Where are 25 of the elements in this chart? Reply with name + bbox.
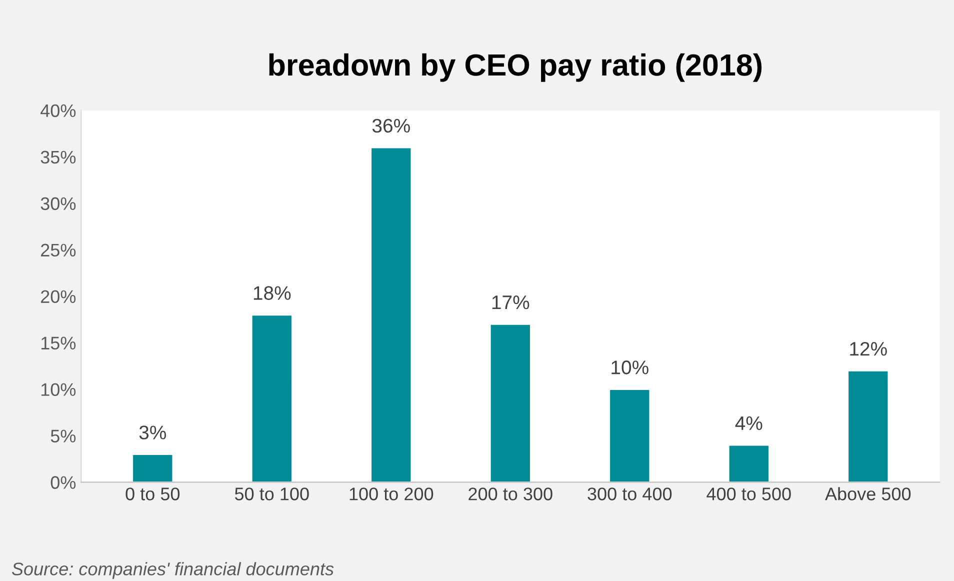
data-label: 36%: [372, 118, 410, 133]
y-tick-label: 25%: [41, 244, 76, 257]
y-tick-label: 35%: [40, 150, 76, 164]
x-tick-label: 100 to 200: [350, 488, 434, 500]
x-tick-label: 200 to 300: [468, 488, 552, 500]
source-note: Source: companies' financial documents: [12, 562, 334, 579]
y-tick-label: 10%: [41, 383, 76, 396]
data-label: 18%: [254, 286, 291, 300]
x-tick-label: Above 500: [825, 487, 911, 500]
x-tick-label: 400 to 500: [706, 488, 791, 500]
y-tick-label: 20%: [41, 290, 76, 304]
data-label: 12%: [850, 342, 887, 356]
y-tick-label: 40%: [40, 104, 76, 118]
y-tick-label: 15%: [41, 336, 76, 350]
x-tick-label: 0 to 50: [126, 488, 180, 500]
chart-title: breadown by CEO pay ratio (2018): [269, 53, 762, 82]
y-tick-label: 0%: [50, 476, 76, 489]
data-label: 17%: [492, 296, 530, 310]
y-tick-label: 5%: [50, 430, 76, 442]
y-tick-label: 30%: [40, 197, 76, 210]
x-tick-label: 50 to 100: [234, 488, 309, 500]
data-label: 3%: [139, 426, 166, 440]
data-label: 4%: [735, 416, 762, 430]
x-tick-label: 300 to 400: [588, 488, 672, 500]
data-label: 10%: [612, 360, 648, 374]
